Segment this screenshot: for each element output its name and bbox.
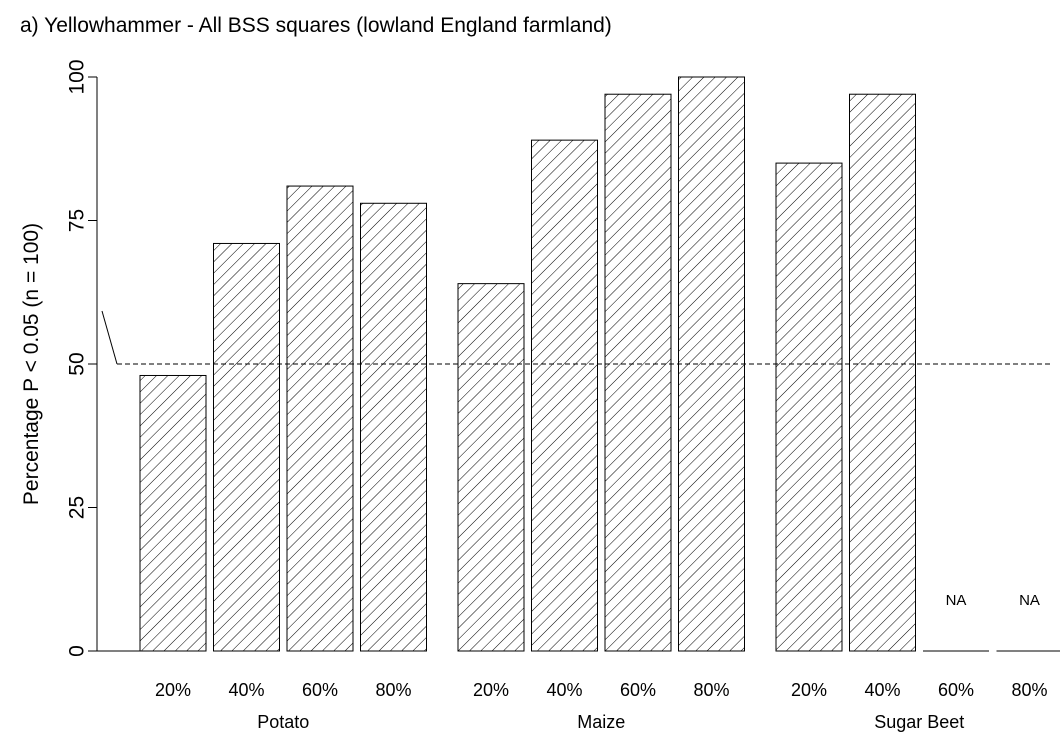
x-tick-label: 80% <box>1011 680 1047 700</box>
x-tick-label: 60% <box>620 680 656 700</box>
na-label: NA <box>946 592 967 609</box>
na-label: NA <box>1019 592 1040 609</box>
x-tick-label: 80% <box>693 680 729 700</box>
group-label: Potato <box>257 712 309 732</box>
x-tick-label: 60% <box>302 680 338 700</box>
y-tick-label: 100 <box>65 59 88 94</box>
y-tick-label: 25 <box>65 496 88 519</box>
bar <box>139 374 207 652</box>
bar <box>678 76 745 652</box>
x-tick-label: 20% <box>791 680 827 700</box>
group-label: Sugar Beet <box>874 712 964 732</box>
x-tick-label: 80% <box>375 680 411 700</box>
bar <box>213 242 280 652</box>
bar <box>531 139 598 652</box>
y-tick-label: 50 <box>65 352 88 375</box>
x-tick-label: 40% <box>228 680 264 700</box>
bar <box>360 202 427 652</box>
y-tick-label: 75 <box>65 209 88 232</box>
x-tick-label: 40% <box>864 680 900 700</box>
bar <box>775 162 843 652</box>
x-tick-label: 40% <box>546 680 582 700</box>
y-tick-label: 0 <box>65 645 88 657</box>
group-label: Maize <box>577 712 625 732</box>
bar <box>604 93 672 652</box>
x-tick-label: 20% <box>473 680 509 700</box>
x-tick-label: 20% <box>155 680 191 700</box>
x-axis: 20% 40% 60% 80% Potato 20% 40% 60% 80% Maize 20% 40… <box>97 650 1048 732</box>
bar <box>849 93 916 652</box>
bar <box>286 185 354 652</box>
bars: NA NA <box>139 76 1060 652</box>
y-axis-label: Percentage P < 0.05 (n = 100) <box>20 223 43 505</box>
reference-line-connector <box>101 310 118 365</box>
bar <box>457 283 525 652</box>
y-axis: 0 25 50 75 100 <box>65 59 118 657</box>
chart-title: a) Yellowhammer - All BSS squares (lowla… <box>20 14 612 37</box>
x-tick-label: 60% <box>938 680 974 700</box>
